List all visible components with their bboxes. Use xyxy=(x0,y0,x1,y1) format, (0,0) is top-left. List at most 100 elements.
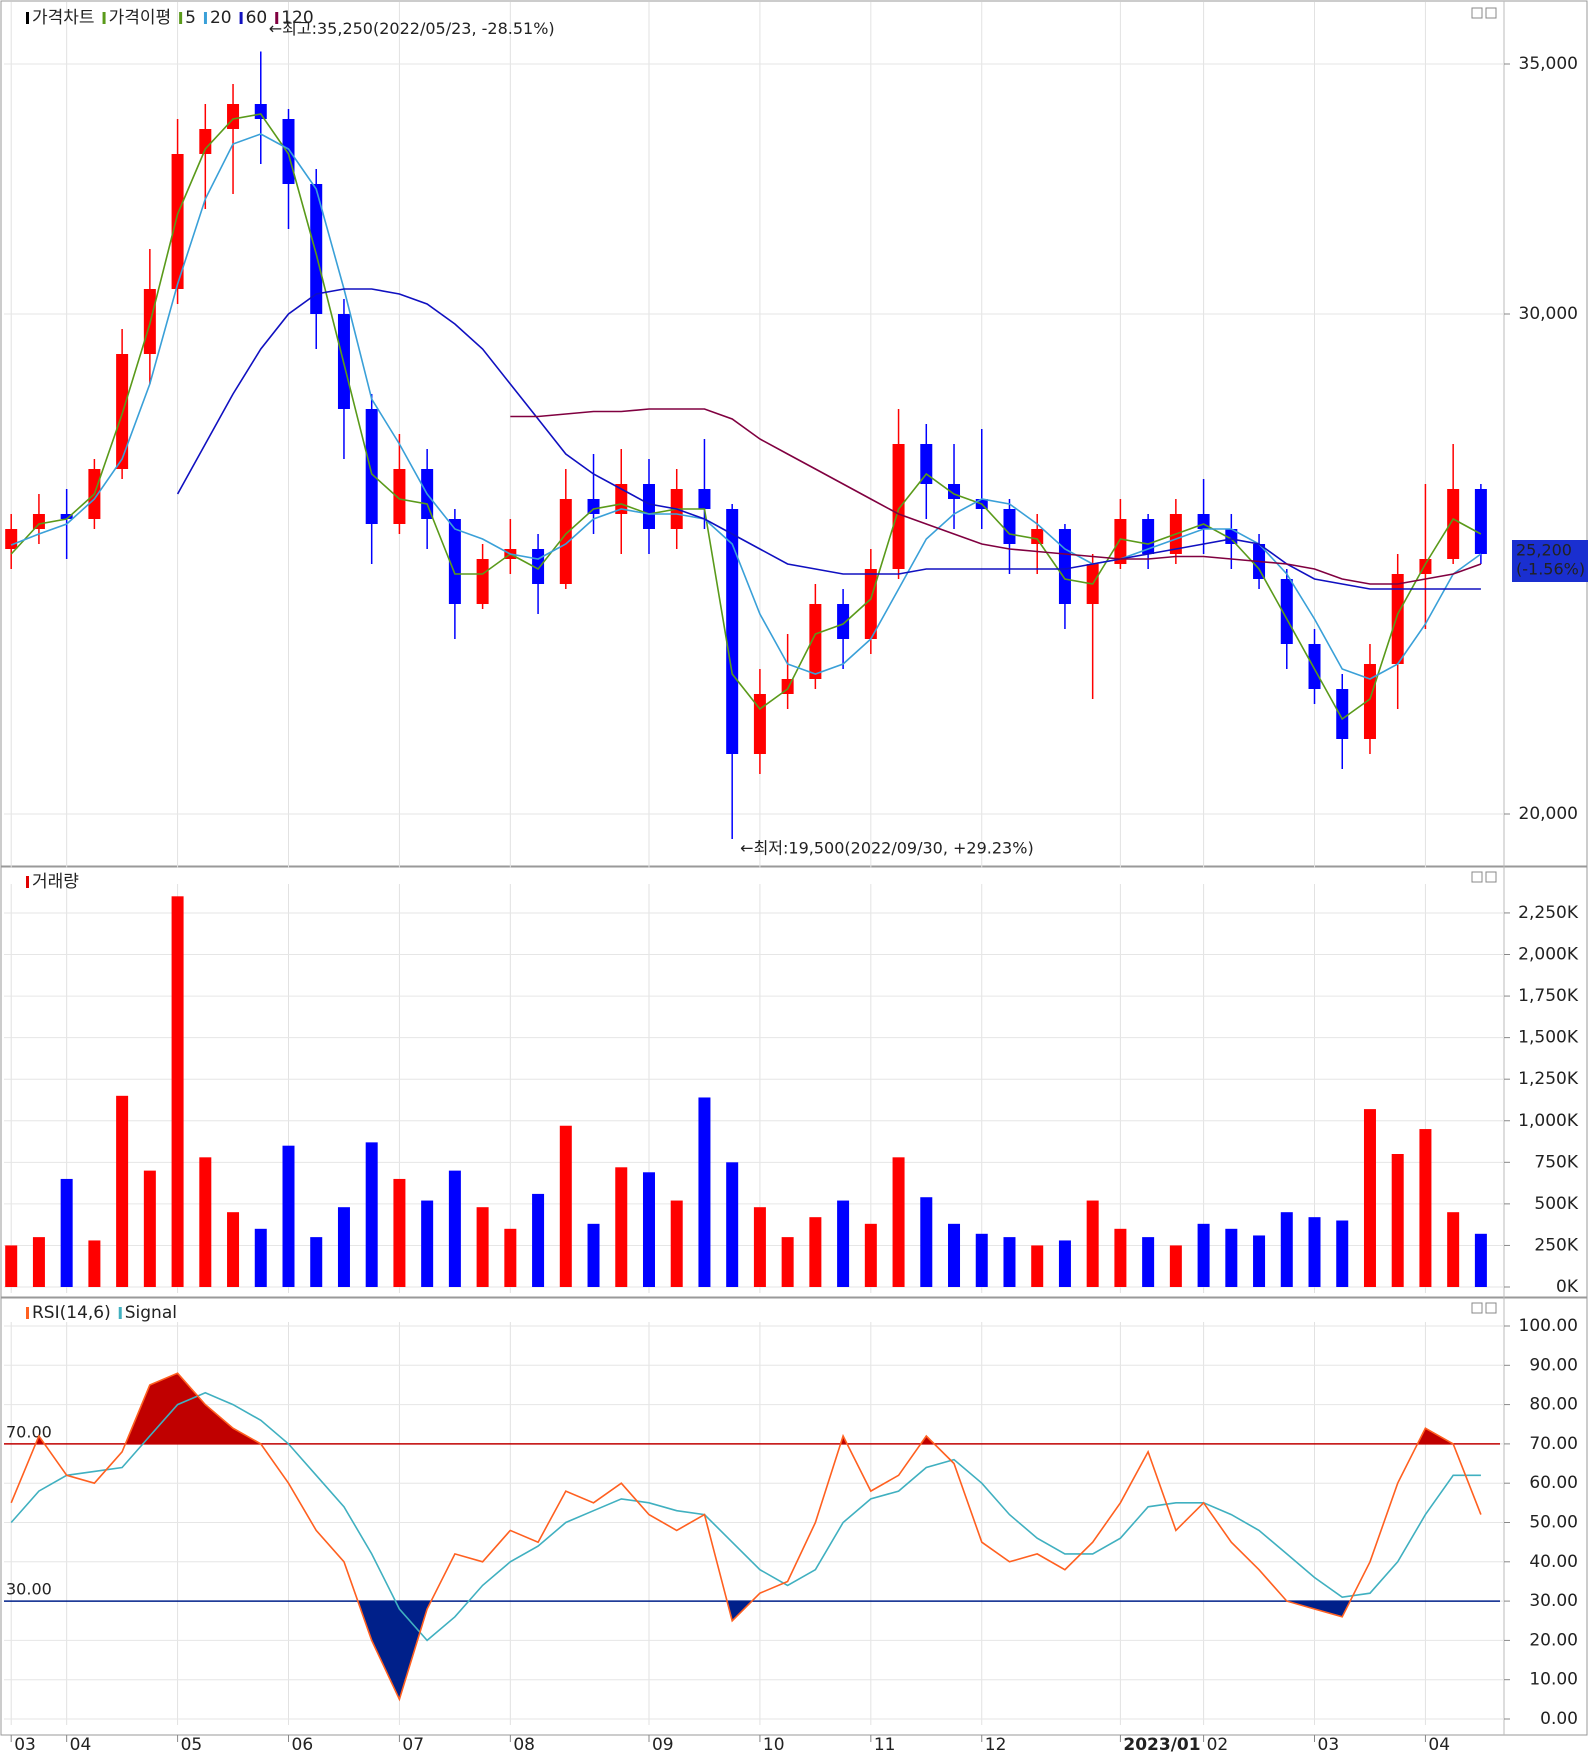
y-tick-label: 35,000 xyxy=(1519,54,1578,74)
volume-bar xyxy=(1086,1200,1099,1287)
minimize-button[interactable] xyxy=(1471,7,1483,19)
annotation: ←최고:35,250(2022/05/23, -28.51%) xyxy=(269,19,555,38)
volume-bar xyxy=(920,1197,933,1287)
candle-body xyxy=(1336,689,1349,739)
candle-body xyxy=(254,104,267,119)
y-tick-label: 50.00 xyxy=(1529,1513,1578,1533)
candle-body xyxy=(864,569,877,639)
x-tick-label: 2023/01 xyxy=(1123,1735,1200,1753)
volume-bar xyxy=(1474,1233,1487,1287)
candle-body xyxy=(837,604,850,639)
x-tick-label: 06 xyxy=(292,1735,314,1753)
volume-bar xyxy=(1169,1245,1182,1287)
volume-bar xyxy=(948,1223,961,1287)
x-tick-label: 10 xyxy=(763,1735,785,1753)
candle-body xyxy=(1058,529,1071,604)
candle-body xyxy=(365,409,378,524)
volume-bar xyxy=(587,1223,600,1287)
volume-bar xyxy=(1058,1240,1071,1287)
volume-bar xyxy=(254,1228,267,1287)
volume-bar xyxy=(698,1097,711,1287)
candle-body xyxy=(310,184,323,314)
volume-bar xyxy=(1225,1228,1238,1287)
candle-body xyxy=(892,444,905,569)
volume-bar xyxy=(864,1223,877,1287)
legend-entry: 20 xyxy=(210,8,232,28)
candle-body xyxy=(559,499,572,584)
volume-panel-frame xyxy=(0,866,1588,1298)
candle-body xyxy=(809,604,822,679)
candle-body xyxy=(32,514,45,529)
legend-swatch xyxy=(102,12,106,24)
line-series xyxy=(176,288,1481,590)
volume-bar xyxy=(1114,1228,1127,1287)
volume-bar xyxy=(559,1125,572,1287)
volume-bar xyxy=(227,1212,240,1287)
y-tick-label: 20.00 xyxy=(1529,1630,1578,1650)
y-tick-label: 80.00 xyxy=(1529,1395,1578,1415)
y-tick-label: 10.00 xyxy=(1529,1670,1578,1690)
y-tick-label: 2,250K xyxy=(1518,903,1579,923)
x-tick-label: 03 xyxy=(14,1735,36,1753)
candle-body xyxy=(448,519,461,604)
volume-bar xyxy=(892,1157,905,1287)
volume-bar xyxy=(837,1200,850,1287)
volume-bar xyxy=(393,1178,406,1287)
minimize-button[interactable] xyxy=(1471,1302,1483,1314)
candle-body xyxy=(199,129,212,154)
window-buttons xyxy=(1471,7,1497,1314)
legend-swatch xyxy=(26,876,29,888)
volume-bar xyxy=(1363,1109,1376,1287)
candle-body xyxy=(1280,579,1293,644)
legend-title: 가격이평 xyxy=(109,8,172,28)
legend-swatch xyxy=(203,12,207,24)
volume-bar xyxy=(1336,1220,1349,1287)
volume-bar xyxy=(199,1157,212,1287)
annotation: ←최저:19,500(2022/09/30, +29.23%) xyxy=(740,839,1034,858)
volume-bar xyxy=(809,1217,822,1287)
candle-body xyxy=(1308,644,1321,689)
volume-bar xyxy=(1308,1217,1321,1287)
volume-bar xyxy=(476,1207,489,1287)
candle-body xyxy=(753,694,766,754)
candle-body xyxy=(1474,489,1487,554)
volume-bar xyxy=(753,1207,766,1287)
close-button[interactable] xyxy=(1485,871,1497,883)
legend-swatch xyxy=(26,1307,29,1319)
y-tick-label: 100.00 xyxy=(1519,1316,1578,1336)
line-series xyxy=(10,133,1482,680)
zone-fill xyxy=(11,1373,1481,1444)
legend-swatch xyxy=(275,12,279,24)
volume-bar xyxy=(88,1240,101,1287)
legend-swatch xyxy=(118,1307,122,1319)
line-series xyxy=(10,1391,1481,1642)
volume-bar xyxy=(116,1095,129,1287)
legend-title: 거래량 xyxy=(32,872,79,892)
volume-bar xyxy=(1419,1129,1432,1287)
volume-bar xyxy=(365,1142,378,1287)
x-tick-label: 04 xyxy=(1428,1735,1450,1753)
close-button[interactable] xyxy=(1485,1302,1497,1314)
volume-bar xyxy=(1447,1212,1460,1287)
line-series xyxy=(10,1372,1482,1702)
price-panel-frame xyxy=(0,0,1588,867)
y-tick-label: 500K xyxy=(1534,1194,1578,1214)
volume-bar xyxy=(1003,1237,1016,1287)
volume-bar xyxy=(32,1237,45,1287)
candle-body xyxy=(1031,529,1044,544)
y-tick-label: 30.00 xyxy=(1529,1591,1578,1611)
x-tick-label: 03 xyxy=(1318,1735,1340,1753)
volume-bar xyxy=(448,1170,461,1287)
legend-entry: Signal xyxy=(125,1303,177,1323)
candle-body xyxy=(1114,519,1127,564)
volume-bar xyxy=(1142,1237,1155,1287)
volume-bar xyxy=(670,1200,683,1287)
last-change-label: (-1.56%) xyxy=(1516,560,1585,579)
volume-bar xyxy=(60,1178,73,1287)
volume-bar xyxy=(337,1207,350,1287)
candle-body xyxy=(1391,574,1404,664)
close-button[interactable] xyxy=(1485,7,1497,19)
minimize-button[interactable] xyxy=(1471,871,1483,883)
